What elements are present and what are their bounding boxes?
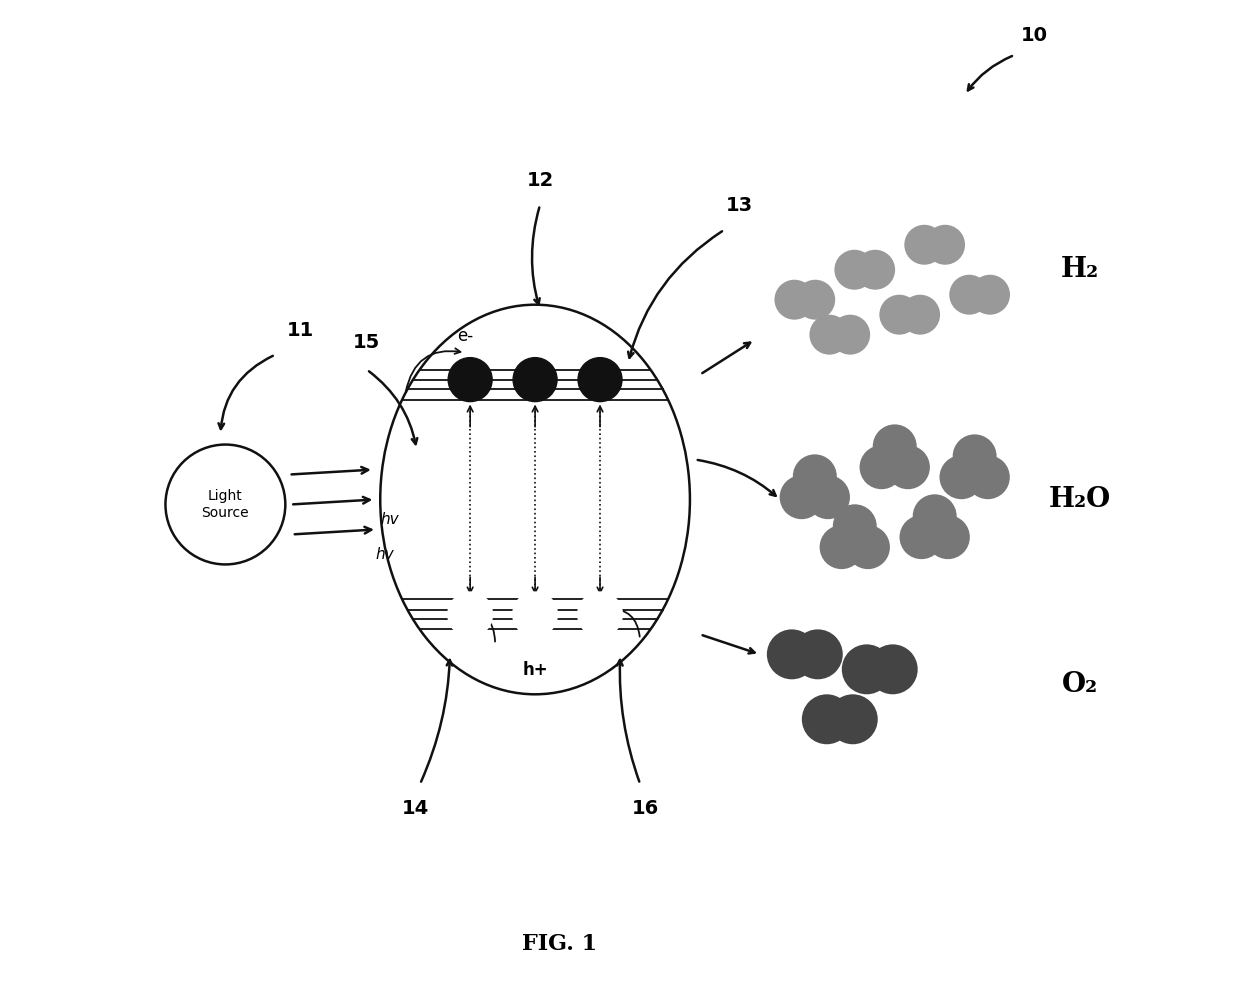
Circle shape xyxy=(940,456,983,500)
Circle shape xyxy=(900,295,940,335)
Text: 16: 16 xyxy=(631,799,658,818)
Text: 10: 10 xyxy=(1021,26,1048,45)
Circle shape xyxy=(846,525,890,569)
Text: e-: e- xyxy=(458,327,474,345)
Circle shape xyxy=(885,446,930,490)
Circle shape xyxy=(856,250,895,290)
Text: 12: 12 xyxy=(527,171,554,190)
Circle shape xyxy=(448,592,492,636)
Circle shape xyxy=(780,476,823,519)
Text: H₂O: H₂O xyxy=(1048,486,1111,513)
Circle shape xyxy=(792,629,843,679)
Circle shape xyxy=(578,358,622,402)
Circle shape xyxy=(970,275,1011,315)
Circle shape xyxy=(833,504,877,548)
Circle shape xyxy=(513,358,557,402)
Circle shape xyxy=(795,280,836,320)
Circle shape xyxy=(802,694,852,744)
Text: O₂: O₂ xyxy=(1061,670,1097,698)
Circle shape xyxy=(835,250,874,290)
Circle shape xyxy=(879,295,919,335)
Circle shape xyxy=(904,225,945,265)
Text: h+: h+ xyxy=(522,661,548,679)
Circle shape xyxy=(792,455,837,499)
Text: hv: hv xyxy=(381,511,399,527)
Circle shape xyxy=(513,592,557,636)
Circle shape xyxy=(859,446,904,490)
Text: H₂: H₂ xyxy=(1060,256,1099,284)
Circle shape xyxy=(868,644,918,694)
Circle shape xyxy=(766,629,817,679)
Text: hv: hv xyxy=(376,546,394,562)
Text: 11: 11 xyxy=(286,321,314,340)
Circle shape xyxy=(831,315,870,355)
Circle shape xyxy=(448,358,492,402)
Text: 15: 15 xyxy=(353,333,381,352)
Text: FIG. 1: FIG. 1 xyxy=(522,933,598,955)
Text: Light
Source: Light Source xyxy=(202,490,249,519)
Circle shape xyxy=(926,515,970,559)
Circle shape xyxy=(842,644,892,694)
Circle shape xyxy=(950,275,990,315)
Text: 13: 13 xyxy=(725,196,753,215)
Circle shape xyxy=(828,694,878,744)
Circle shape xyxy=(810,315,849,355)
Circle shape xyxy=(899,515,944,559)
Circle shape xyxy=(952,435,997,479)
Circle shape xyxy=(913,495,957,538)
Circle shape xyxy=(775,280,815,320)
Circle shape xyxy=(806,476,849,519)
Circle shape xyxy=(925,225,965,265)
Circle shape xyxy=(966,456,1009,500)
Circle shape xyxy=(578,592,622,636)
Text: 14: 14 xyxy=(402,799,429,818)
Circle shape xyxy=(820,525,863,569)
Circle shape xyxy=(873,425,916,469)
